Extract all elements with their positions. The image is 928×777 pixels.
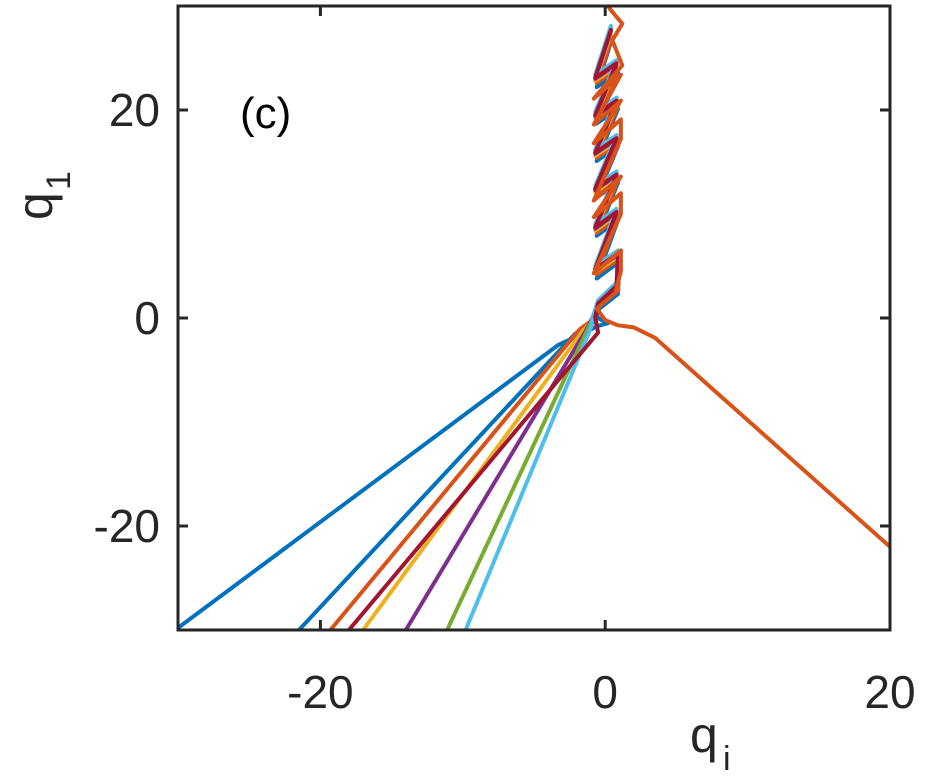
panel-label: (c) (240, 89, 291, 138)
y-axis-label-sub: 1 (40, 171, 78, 190)
y-axis-label: q 1 (7, 171, 78, 220)
ticks-layer: -20 0 20 -20 0 20 (94, 6, 916, 718)
x-tick-label: -20 (287, 666, 353, 718)
x-axis-label-main: q (690, 707, 718, 763)
series-line-9 (591, 6, 890, 549)
x-tick-label: 20 (864, 666, 915, 718)
plot-area (178, 6, 890, 630)
x-tick-label: 0 (592, 666, 618, 718)
x-axis-label: q i (690, 707, 731, 777)
y-axis-label-main: q (7, 192, 63, 220)
x-axis-label-sub: i (723, 740, 731, 777)
y-tick-label: 0 (134, 292, 160, 344)
y-tick-label: 20 (109, 84, 160, 136)
series-layer (178, 6, 890, 630)
y-tick-label: -20 (94, 500, 160, 552)
